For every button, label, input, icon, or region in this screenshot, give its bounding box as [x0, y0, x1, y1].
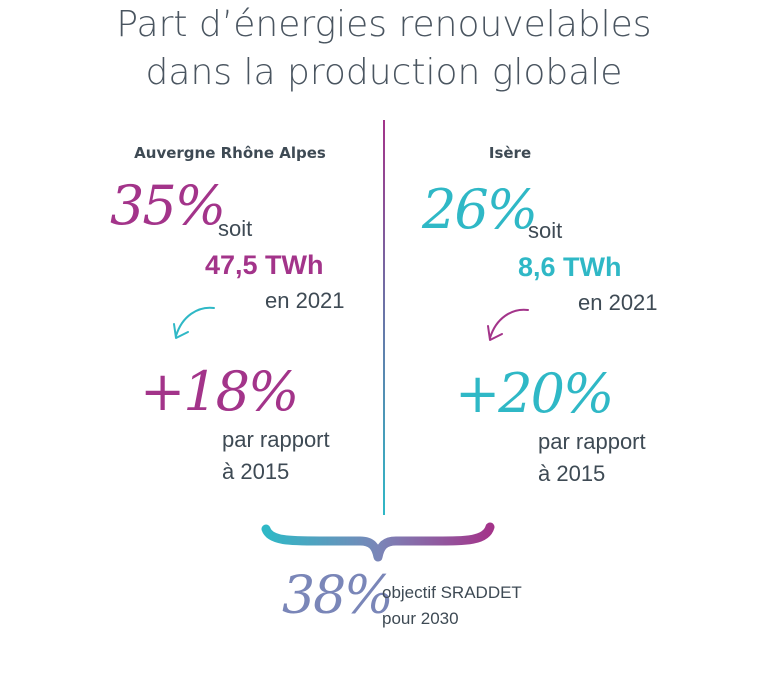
objective-line2: pour 2030 — [382, 609, 459, 628]
objective-percent: 38% — [282, 566, 394, 626]
year-left: en 2021 — [265, 288, 345, 313]
ref-line2-left: à 2015 — [222, 459, 290, 484]
title-line-1: Part d’énergies renouvelables — [116, 4, 652, 45]
energy-left: 47,5 TWh — [205, 250, 324, 280]
ref-line2-right: à 2015 — [538, 461, 606, 486]
percent-right: 26% — [422, 178, 538, 241]
curly-brace-icon — [261, 522, 495, 562]
year-right: en 2021 — [578, 290, 658, 315]
curved-arrow-icon — [487, 308, 529, 341]
growth-right: +20% — [455, 362, 614, 425]
energy-right: 8,6 TWh — [518, 252, 622, 282]
growth-left: +18% — [140, 360, 299, 423]
soit-left: soit — [218, 216, 253, 241]
percent-left: 35% — [110, 174, 226, 237]
ref-line1-right: par rapport — [538, 429, 646, 454]
curved-arrow-icon — [173, 306, 215, 339]
soit-right: soit — [528, 218, 563, 243]
objective-line1: objectif SRADDET — [382, 583, 522, 602]
center-divider — [383, 120, 385, 515]
region-label-left: Auvergne Rhône Alpes — [134, 144, 326, 162]
region-label-right: Isère — [488, 144, 532, 162]
title-line-2: dans la production globale — [145, 52, 623, 93]
ref-line1-left: par rapport — [222, 427, 330, 452]
